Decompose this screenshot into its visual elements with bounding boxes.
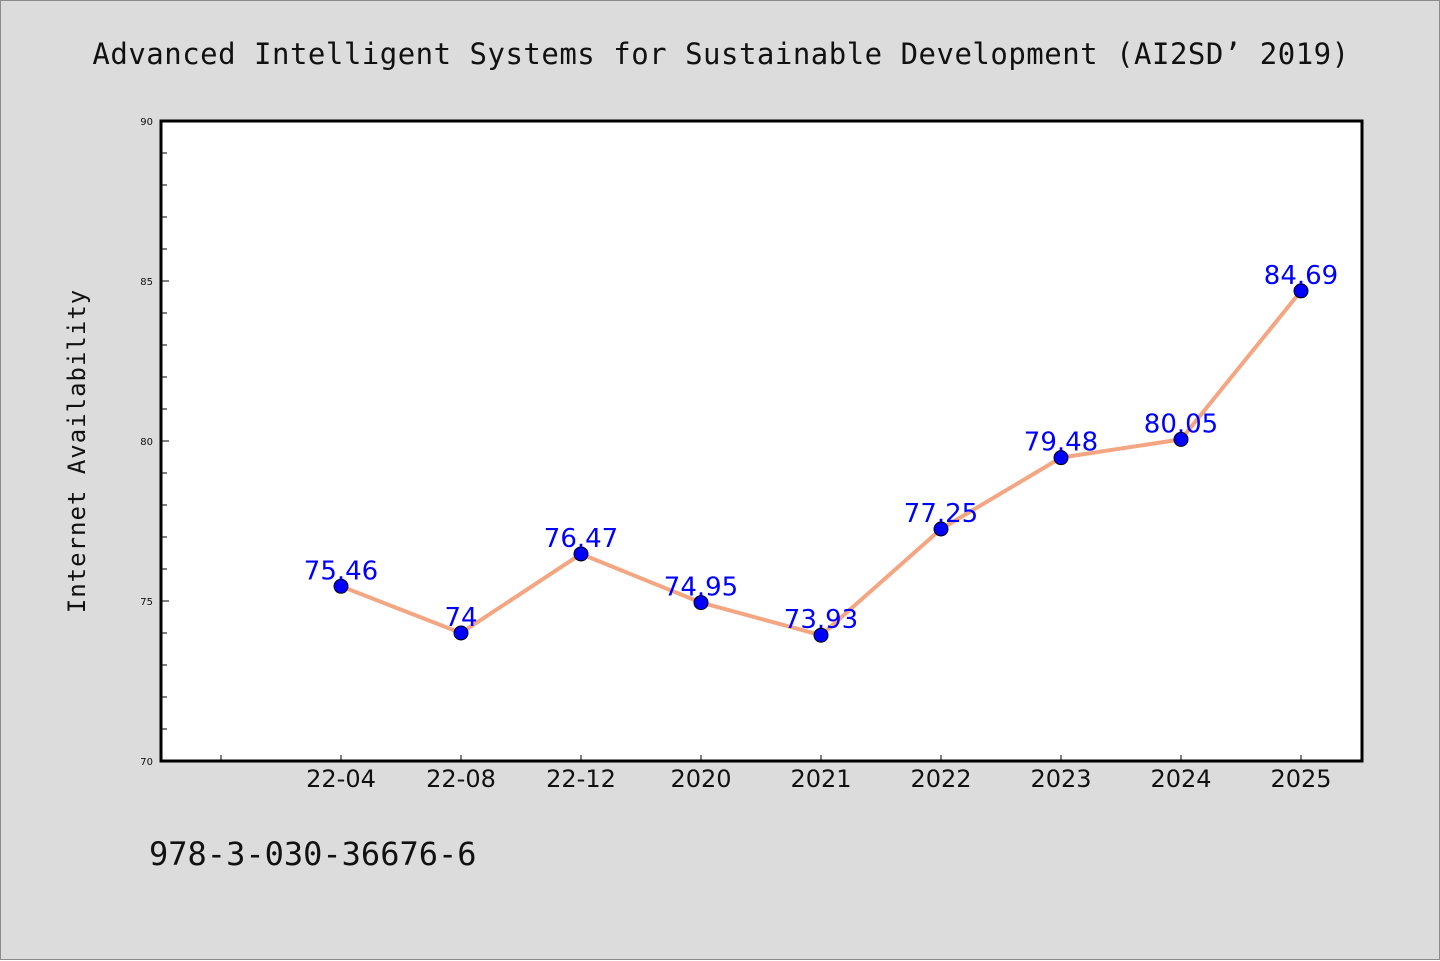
footer-isbn: 978-3-030-36676-6 [149,835,477,873]
data-point [333,578,349,594]
data-label: 84.69 [1264,261,1338,291]
x-tick-label: 2024 [1150,765,1211,793]
x-tick-label: 2025 [1270,765,1331,793]
data-label: 77.25 [904,499,978,529]
data-label: 80.05 [1144,409,1218,439]
y-tick-label: 85 [140,277,153,288]
data-point [933,521,949,537]
x-tick-label: 2021 [790,765,851,793]
data-point [693,595,709,611]
x-tick-label: 2022 [910,765,971,793]
y-tick-label: 70 [140,757,153,768]
x-tick-label: 2020 [670,765,731,793]
data-label: 74 [444,603,477,633]
y-tick-label: 90 [140,117,153,128]
x-tick-label: 2023 [1030,765,1091,793]
x-tick-label: 22-04 [306,765,376,793]
data-label: 74.95 [664,573,738,603]
data-point [453,625,469,641]
data-point [573,546,589,562]
x-tick-label: 22-08 [426,765,496,793]
plot-frame [159,119,1364,763]
data-label: 75.46 [304,556,378,586]
y-tick-label: 80 [140,437,153,448]
chart-title: Advanced Intelligent Systems for Sustain… [92,37,1350,71]
y-tick-label: 75 [140,597,153,608]
data-point [813,627,829,643]
data-label: 76.47 [544,524,618,554]
data-point [1053,450,1069,466]
data-point [1293,283,1309,299]
x-tick-label: 22-12 [546,765,616,793]
data-label: 73.93 [784,605,858,635]
data-label: 79.48 [1024,428,1098,458]
data-point [1173,431,1189,447]
